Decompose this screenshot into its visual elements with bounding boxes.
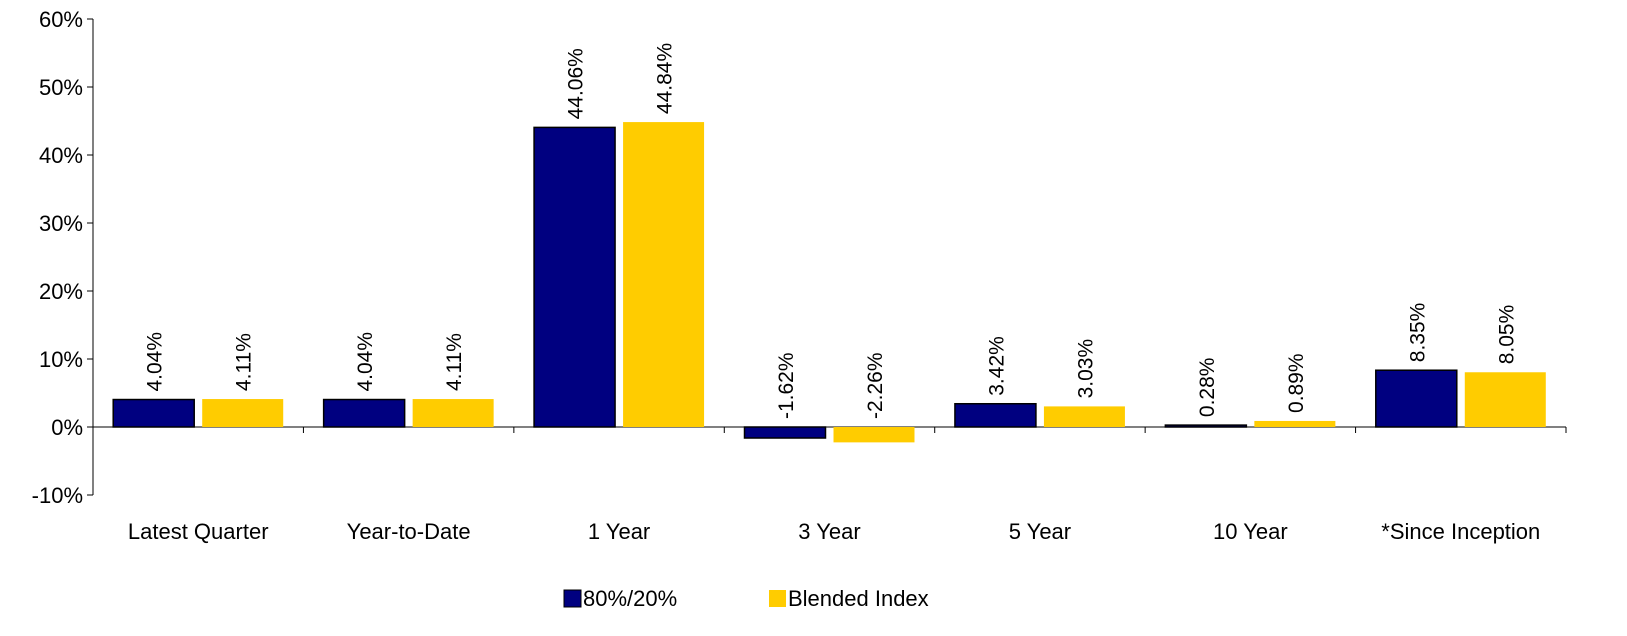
y-tick-label: 60% (39, 7, 83, 32)
x-category-label: 3 Year (798, 519, 860, 544)
y-tick-label: 50% (39, 75, 83, 100)
bar (1164, 424, 1248, 428)
data-label: 0.28% (1196, 358, 1219, 418)
data-labels: 4.04% 4.11% 4.04% 4.11% 44.06% 44.84% -1.62% -2… (144, 43, 1519, 419)
bar (1375, 369, 1458, 428)
y-axis: -10% 0% 10% 20% 30% 40% 50% 60% (32, 7, 94, 508)
legend: 80%/20% Blended Index (563, 586, 929, 611)
bar (322, 398, 406, 428)
bar (412, 399, 494, 427)
y-tick-label: 0% (51, 415, 83, 440)
data-label: 4.04% (354, 332, 377, 392)
x-category-label: *Since Inception (1381, 519, 1540, 544)
data-label: 44.84% (654, 43, 677, 114)
bar (743, 426, 827, 439)
y-tick-label: 20% (39, 279, 83, 304)
y-tick-label: 10% (39, 347, 83, 372)
bar (1464, 372, 1546, 427)
bars (112, 122, 1546, 443)
x-category-label: 1 Year (588, 519, 650, 544)
x-category-label: Year-to-Date (347, 519, 471, 544)
data-label: 3.42% (985, 336, 1008, 396)
bar (1043, 406, 1125, 427)
data-label: 0.89% (1285, 353, 1308, 413)
data-label: -2.26% (864, 352, 887, 419)
bar (533, 126, 616, 428)
y-tick-label: -10% (32, 483, 83, 508)
bar (112, 398, 195, 428)
bar (954, 402, 1037, 428)
legend-swatch (769, 590, 786, 607)
data-label: 4.11% (233, 333, 256, 391)
legend-label: 80%/20% (583, 586, 677, 611)
bar (623, 122, 705, 427)
data-label: 44.06% (565, 48, 588, 119)
bar (833, 427, 915, 443)
y-tick-label: 40% (39, 143, 83, 168)
bar (1254, 420, 1336, 427)
x-category-label: 10 Year (1213, 519, 1288, 544)
data-label: 3.03% (1074, 339, 1097, 399)
data-label: 4.11% (443, 333, 466, 391)
x-axis: Latest Quarter Year-to-Date 1 Year 3 Year 5 … (92, 426, 1567, 544)
legend-swatch (563, 589, 582, 608)
bar (202, 399, 284, 427)
x-category-label: 5 Year (1009, 519, 1071, 544)
x-category-label: Latest Quarter (128, 519, 269, 544)
data-label: -1.62% (775, 352, 798, 419)
data-label: 8.05% (1495, 305, 1518, 365)
data-label: 4.04% (144, 332, 167, 392)
legend-label: Blended Index (788, 586, 929, 611)
y-tick-label: 30% (39, 211, 83, 236)
data-label: 8.35% (1406, 303, 1429, 363)
